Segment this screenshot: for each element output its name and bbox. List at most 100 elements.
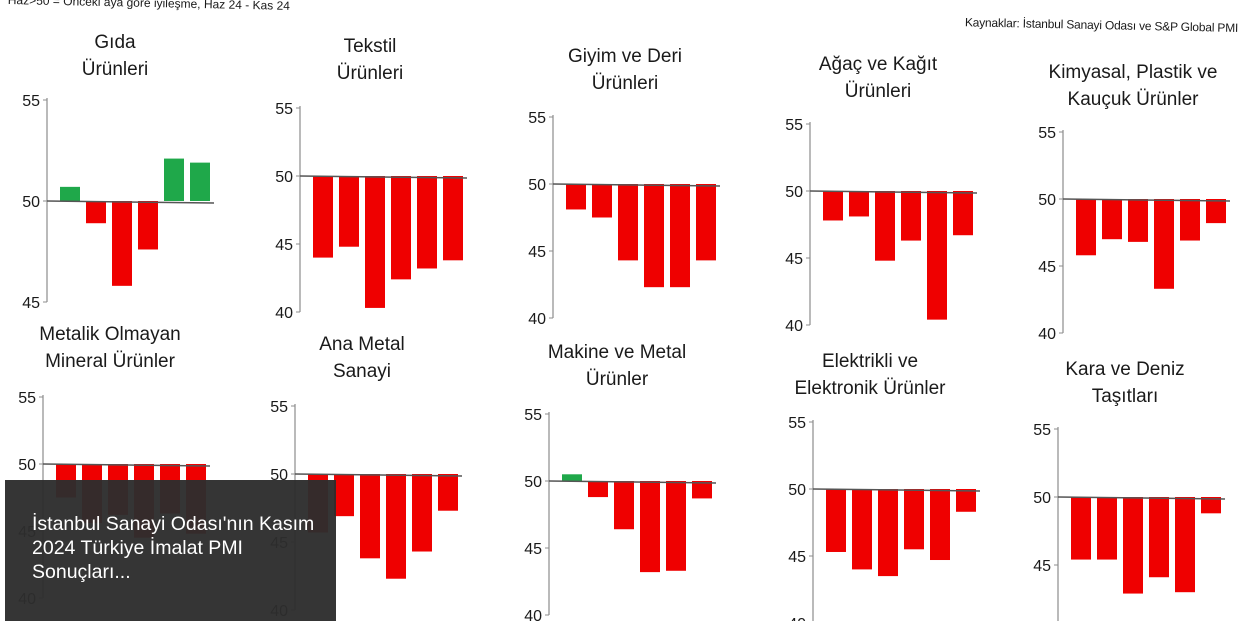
bar: [334, 474, 354, 517]
bar: [1128, 199, 1148, 242]
y-tick-label: 55: [18, 390, 36, 407]
baseline-50: [1057, 496, 1226, 500]
chart-title-line: Makine ve Metal: [548, 342, 686, 363]
bar: [417, 176, 437, 269]
baseline-50: [299, 175, 468, 179]
y-tick-label: 50: [528, 177, 546, 194]
chart-title-line: Ürünleri: [82, 59, 149, 80]
y-tick-label: 50: [22, 194, 40, 211]
baseline-50: [294, 473, 463, 477]
y-tick-label: 45: [22, 295, 40, 312]
bar: [86, 201, 106, 224]
chart-title-line: Kimyasal, Plastik ve: [1049, 62, 1218, 83]
bar: [339, 176, 359, 247]
y-tick-label: 40: [528, 311, 546, 328]
bar: [618, 184, 638, 261]
bar: [927, 191, 947, 320]
y-tick-label: 45: [785, 251, 803, 268]
y-tick-label: 40: [1038, 326, 1056, 343]
bar: [386, 474, 406, 579]
bar: [852, 489, 872, 570]
baseline-50: [812, 488, 981, 492]
chart-title-line: Elektronik Ürünler: [795, 378, 947, 399]
chart-title-line: Tekstil: [344, 36, 397, 57]
chart-title-line: Sanayi: [333, 361, 391, 382]
y-tick-label: 50: [788, 482, 806, 499]
y-tick-label: 40: [524, 608, 542, 621]
chart-title-line: Kauçuk Ürünler: [1068, 89, 1200, 110]
baseline-50: [1062, 198, 1231, 202]
chart-title-line: Ürünleri: [592, 73, 659, 94]
chart-title-line: Ana Metal: [319, 334, 405, 355]
bar: [1180, 199, 1200, 241]
bar: [826, 489, 846, 552]
bar: [901, 191, 921, 241]
bar: [614, 481, 634, 530]
y-tick-label: 55: [275, 101, 293, 118]
bar: [391, 176, 411, 280]
chart-title-line: Ürünler: [586, 369, 649, 390]
bar: [592, 184, 612, 218]
bar: [1071, 497, 1091, 560]
y-tick-label: 55: [1038, 125, 1056, 142]
bar: [1175, 497, 1195, 593]
chart-title-line: Ürünleri: [845, 81, 912, 102]
chart-title-line: Gıda: [94, 32, 136, 53]
bar: [588, 481, 608, 498]
y-tick-label: 50: [1033, 490, 1051, 507]
y-tick-label: 55: [270, 399, 288, 416]
y-tick-label: 40: [788, 616, 806, 621]
bar: [1206, 199, 1226, 224]
chart-title-line: Ağaç ve Kağıt: [819, 54, 938, 75]
bar: [904, 489, 924, 550]
y-tick-label: 50: [785, 184, 803, 201]
bar: [360, 474, 380, 559]
y-tick-label: 40: [275, 305, 293, 322]
y-tick-label: 55: [524, 407, 542, 424]
bar: [1102, 199, 1122, 240]
baseline-50: [552, 183, 721, 187]
y-tick-label: 45: [1033, 558, 1051, 575]
bar: [875, 191, 895, 261]
bar: [823, 191, 843, 221]
y-tick-label: 45: [788, 549, 806, 566]
chart-title-line: Giyim ve Deri: [568, 46, 682, 67]
bar: [438, 474, 458, 511]
chart-title-line: Elektrikli ve: [822, 351, 918, 372]
bar: [112, 201, 132, 286]
baseline-50: [42, 463, 211, 467]
y-tick-label: 50: [270, 467, 288, 484]
y-tick-label: 50: [18, 457, 36, 474]
bar: [164, 158, 184, 201]
bar: [1097, 497, 1117, 560]
bar: [930, 489, 950, 561]
baseline-50: [548, 480, 717, 484]
bar: [640, 481, 660, 573]
y-tick-label: 55: [528, 110, 546, 127]
baseline-50: [809, 190, 978, 194]
bar: [562, 474, 582, 481]
y-tick-label: 45: [275, 237, 293, 254]
chart-title-line: Taşıtları: [1092, 386, 1159, 407]
y-tick-label: 45: [1038, 259, 1056, 276]
y-tick-label: 45: [528, 244, 546, 261]
bar: [692, 481, 712, 499]
bar: [1123, 497, 1143, 594]
bar: [138, 201, 158, 250]
y-tick-label: 55: [22, 93, 40, 110]
y-tick-label: 45: [524, 541, 542, 558]
bar: [412, 474, 432, 552]
y-tick-label: 50: [524, 474, 542, 491]
bar: [1076, 199, 1096, 256]
bar: [670, 184, 690, 288]
bar: [953, 191, 973, 236]
bar: [1149, 497, 1169, 578]
y-tick-label: 40: [785, 318, 803, 335]
article-caption[interactable]: İstanbul Sanayi Odası'nın Kasım 2024 Tür…: [5, 480, 336, 621]
bar: [566, 184, 586, 210]
chart-title-line: Metalik Olmayan: [39, 324, 181, 345]
bar: [1154, 199, 1174, 289]
bar: [60, 186, 80, 201]
y-tick-label: 55: [788, 415, 806, 432]
bar: [956, 489, 976, 512]
